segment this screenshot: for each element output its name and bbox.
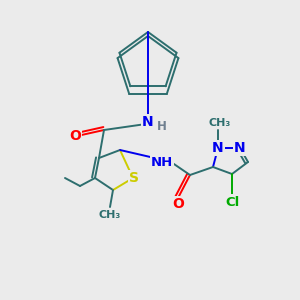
- Text: S: S: [129, 171, 139, 185]
- Text: O: O: [172, 197, 184, 211]
- Text: N: N: [234, 141, 246, 155]
- Text: CH₃: CH₃: [99, 210, 121, 220]
- Text: Cl: Cl: [225, 196, 239, 208]
- Text: CH₃: CH₃: [209, 118, 231, 128]
- Text: N: N: [212, 141, 224, 155]
- Text: H: H: [157, 119, 167, 133]
- Text: NH: NH: [151, 155, 173, 169]
- Text: N: N: [142, 115, 154, 129]
- Text: O: O: [69, 129, 81, 143]
